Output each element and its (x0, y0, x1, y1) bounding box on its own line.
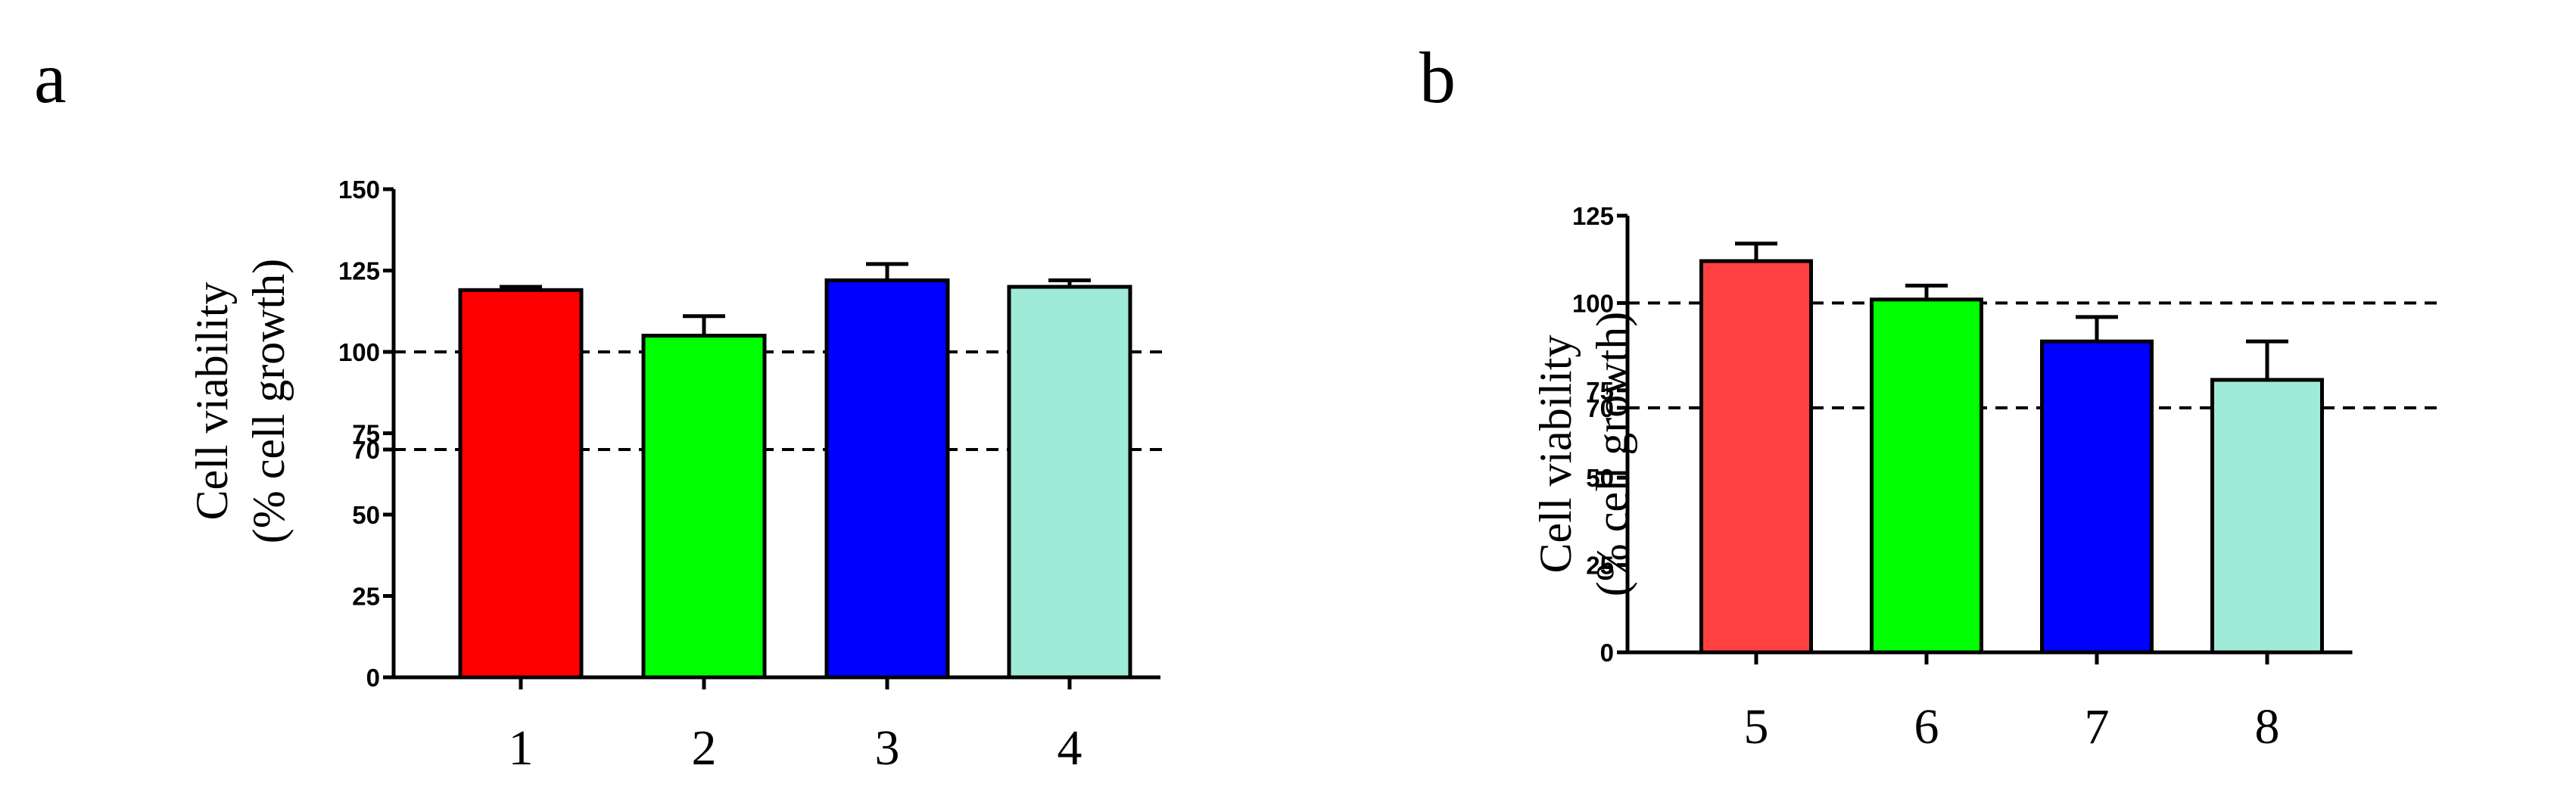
y-tick-label-150: 150 (338, 176, 380, 204)
panel-a-chart: a Cell viability (% cell growth) 0 25 50 70… (34, 37, 1170, 776)
x-tick-label-8: 8 (2255, 699, 2280, 755)
y-tick-label-0: 0 (1600, 639, 1614, 667)
bar-7 (2040, 339, 2154, 655)
panel-a-ylabel-line2: (% cell growth) (244, 259, 294, 544)
y-tick-label-100: 100 (338, 338, 380, 366)
y-tick-label-25: 25 (1586, 552, 1614, 580)
bar-5 (1699, 259, 1813, 655)
panel-b-letter: b (1419, 37, 1456, 118)
panel-b-chart: b Cell viability (% cell growth) 0255070… (1419, 37, 2445, 755)
bar-8 (2210, 378, 2324, 655)
panel-b-ylabel-line1: Cell viability (1531, 335, 1581, 574)
x-tick-label-3: 3 (875, 720, 900, 776)
y-tick-label-50: 50 (352, 501, 380, 529)
y-tick-label-25: 25 (352, 583, 380, 611)
y-tick-label-70: 70 (352, 436, 380, 464)
panel-a-ylabel-line1: Cell viability (187, 282, 237, 521)
y-tick-label-0: 0 (366, 664, 380, 692)
x-tick-label-4: 4 (1057, 720, 1082, 776)
y-tick-label-125: 125 (338, 257, 380, 285)
panel-a-x-ticks: 1 2 3 4 (509, 677, 1082, 776)
x-tick-label-2: 2 (692, 720, 717, 776)
bar-4 (1007, 285, 1132, 680)
panel-a-letter: a (34, 37, 67, 118)
x-tick-label-6: 6 (1914, 699, 1939, 755)
bar-3 (824, 278, 950, 680)
y-tick-label-100: 100 (1572, 289, 1614, 317)
y-tick-label-50: 50 (1586, 464, 1614, 492)
x-tick-label-5: 5 (1744, 699, 1769, 755)
x-tick-label-1: 1 (509, 720, 534, 776)
x-tick-label-7: 7 (2085, 699, 2110, 755)
y-tick-label-70: 70 (1586, 394, 1614, 422)
y-tick-label-75: 75 (1586, 377, 1614, 405)
bar-1 (458, 288, 584, 680)
panel-a-bars (458, 262, 1132, 680)
panel-b-x-ticks: 5 6 7 8 (1744, 652, 2280, 755)
bar-2 (641, 334, 767, 680)
bar-6 (1870, 297, 1983, 655)
y-tick-label-125: 125 (1572, 202, 1614, 230)
panel-b-axes (1625, 216, 2353, 655)
panel-b-bars (1699, 241, 2324, 655)
y-tick-label-75: 75 (352, 420, 380, 448)
